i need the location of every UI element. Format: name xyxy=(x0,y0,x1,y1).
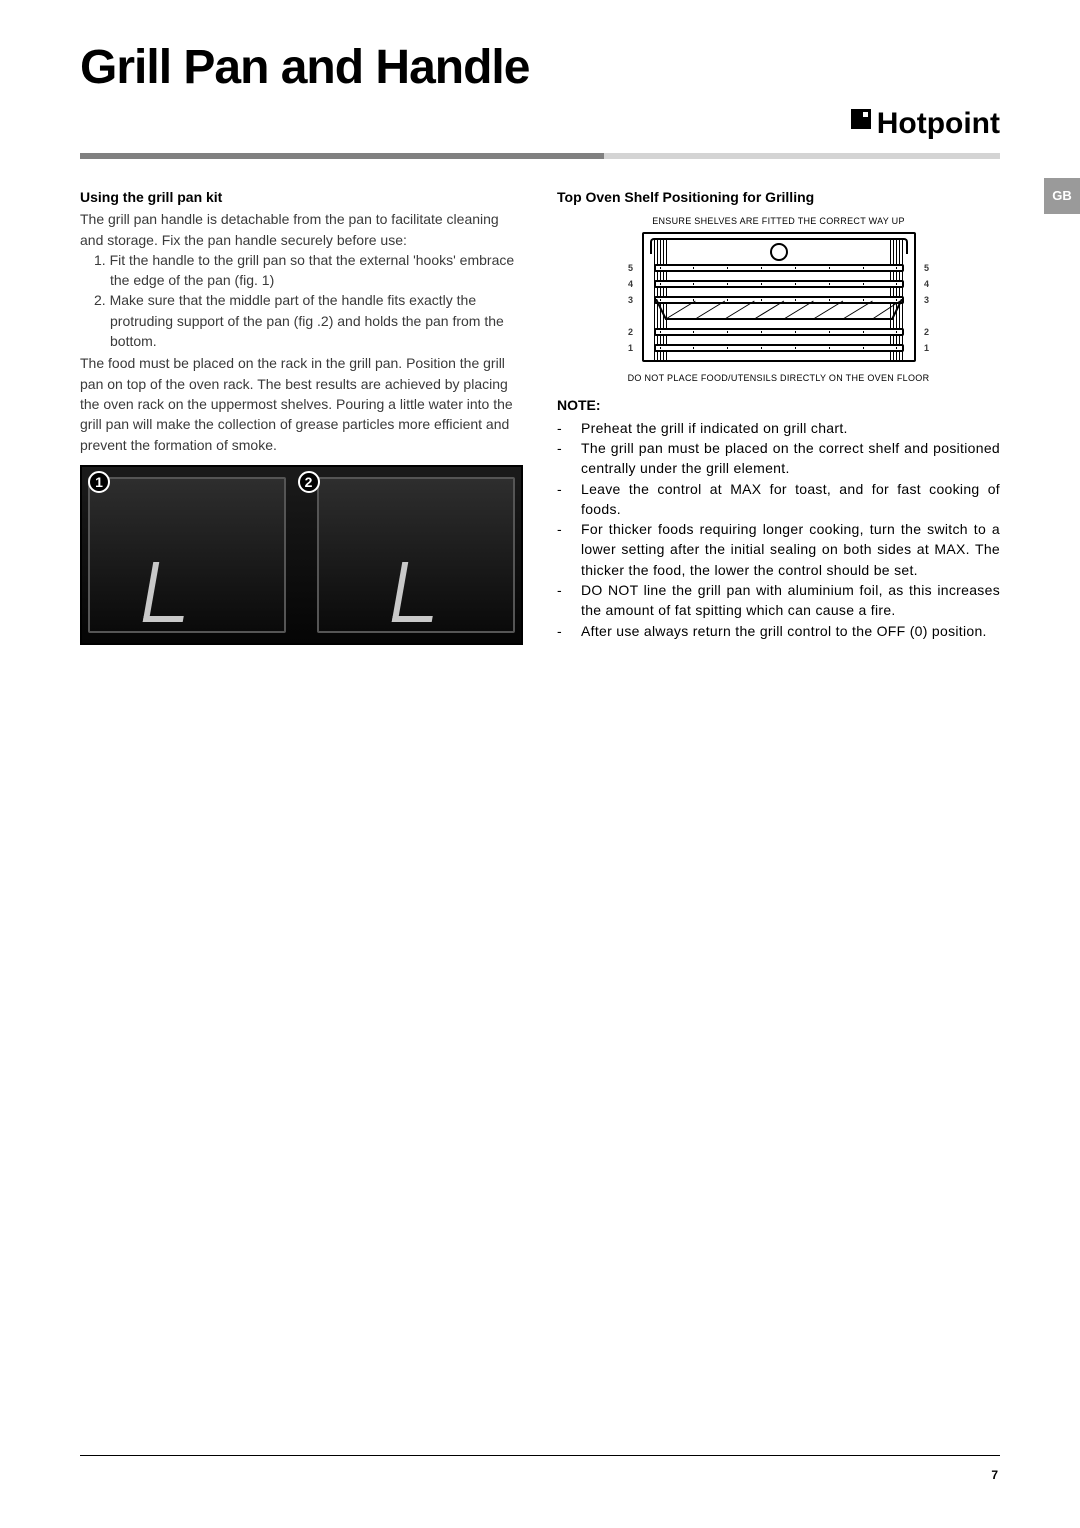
shelf-num-r1: 1 xyxy=(922,342,932,355)
left-column: Using the grill pan kit The grill pan ha… xyxy=(80,187,523,645)
steps-list: 1. Fit the handle to the grill pan so th… xyxy=(80,250,523,351)
oven-caption-top: ENSURE SHELVES ARE FITTED THE CORRECT WA… xyxy=(624,215,934,228)
brand-mark-icon xyxy=(851,109,871,129)
handle-arm-icon xyxy=(143,562,194,622)
note-list: -Preheat the grill if indicated on grill… xyxy=(557,418,1000,641)
shelf-num-l5: 5 xyxy=(626,262,636,275)
handle-arm-icon xyxy=(392,562,443,622)
oven-knob-icon xyxy=(770,243,788,261)
note-item: -For thicker foods requiring longer cook… xyxy=(557,519,1000,580)
shelf-num-l3: 3 xyxy=(626,294,636,307)
oven-shelf-4 xyxy=(654,280,904,288)
oven-shelf-5 xyxy=(654,264,904,272)
step-2: 2. Make sure that the middle part of the… xyxy=(80,290,523,351)
oven-caption-bottom: DO NOT PLACE FOOD/UTENSILS DIRECTLY ON T… xyxy=(624,372,934,385)
note-item: -The grill pan must be placed on the cor… xyxy=(557,438,1000,479)
grill-pan-fig-1 xyxy=(88,477,286,633)
grill-pan-figure: 1 2 xyxy=(80,465,523,645)
note-item: -Leave the control at MAX for toast, and… xyxy=(557,479,1000,520)
note-item: -After use always return the grill contr… xyxy=(557,621,1000,641)
shelf-num-r5: 5 xyxy=(922,262,932,275)
grill-pan-fig-2 xyxy=(317,477,515,633)
oven-body: 5 4 3 2 1 5 4 3 2 1 xyxy=(642,232,916,362)
oven-shelf-1 xyxy=(654,344,904,352)
step-1: 1. Fit the handle to the grill pan so th… xyxy=(80,250,523,291)
figure-badge-2: 2 xyxy=(298,471,320,493)
shelf-num-l1: 1 xyxy=(626,342,636,355)
brand-name: Hotpoint xyxy=(877,107,1000,140)
left-heading: Using the grill pan kit xyxy=(80,187,523,207)
figure-badge-1: 1 xyxy=(88,471,110,493)
oven-diagram: ENSURE SHELVES ARE FITTED THE CORRECT WA… xyxy=(624,215,934,385)
right-heading: Top Oven Shelf Positioning for Grilling xyxy=(557,187,1000,207)
shelf-num-r3: 3 xyxy=(922,294,932,307)
page-tab: GB xyxy=(1044,178,1080,214)
left-after-text: The food must be placed on the rack in t… xyxy=(80,353,523,454)
note-item: -DO NOT line the grill pan with aluminiu… xyxy=(557,580,1000,621)
shelf-num-l2: 2 xyxy=(626,326,636,339)
left-intro: The grill pan handle is detachable from … xyxy=(80,209,523,250)
shelf-num-l4: 4 xyxy=(626,278,636,291)
shelf-num-r4: 4 xyxy=(922,278,932,291)
shelf-num-r2: 2 xyxy=(922,326,932,339)
page-number: 7 xyxy=(991,1468,998,1482)
grill-tray-icon xyxy=(656,299,902,321)
divider-bar xyxy=(80,153,1000,159)
note-heading: NOTE: xyxy=(557,395,1000,415)
note-item: -Preheat the grill if indicated on grill… xyxy=(557,418,1000,438)
footer-rule xyxy=(80,1455,1000,1456)
page-title: Grill Pan and Handle xyxy=(80,40,1000,95)
brand-logo: Hotpoint xyxy=(80,107,1000,141)
right-column: Top Oven Shelf Positioning for Grilling … xyxy=(557,187,1000,645)
oven-shelf-2 xyxy=(654,328,904,336)
